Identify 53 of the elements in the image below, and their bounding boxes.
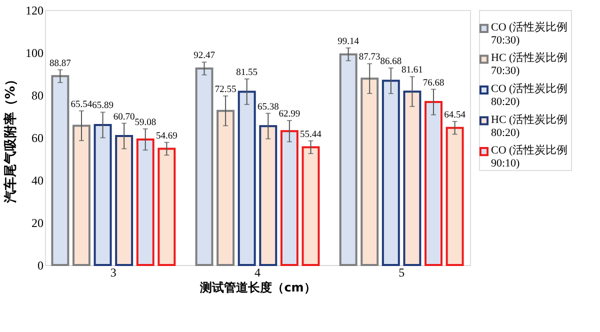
legend-label: CO (活性炭比例80:20) bbox=[491, 82, 568, 108]
legend-label: HC (活性炭比例70:30) bbox=[491, 51, 568, 78]
bar bbox=[238, 90, 256, 266]
y-tick-label: 0 bbox=[38, 258, 44, 272]
data-label: 60.70 bbox=[113, 112, 136, 122]
x-tick-label: 3 bbox=[110, 266, 116, 280]
bar bbox=[136, 138, 154, 266]
data-label: 65.54 bbox=[70, 100, 92, 110]
y-axis-title: 汽车尾气吸附率（%） bbox=[2, 72, 18, 204]
bar bbox=[339, 53, 358, 266]
y-tick-label: 80 bbox=[32, 88, 44, 102]
bar bbox=[403, 90, 422, 266]
legend-label: HC (活性炭比例80:20) bbox=[491, 112, 568, 139]
y-tick-label: 100 bbox=[26, 46, 44, 60]
data-label: 62.99 bbox=[278, 110, 300, 120]
bar bbox=[158, 148, 176, 266]
legend-label: CO (活性炭比例70:30) bbox=[491, 20, 568, 46]
data-label: 64.54 bbox=[444, 110, 466, 120]
y-tick-label: 120 bbox=[26, 4, 44, 18]
data-label: 55.44 bbox=[300, 130, 322, 140]
data-label: 59.08 bbox=[134, 118, 156, 128]
x-tick-label: 5 bbox=[398, 266, 405, 280]
data-label: 76.68 bbox=[422, 78, 444, 88]
bar bbox=[360, 78, 379, 266]
data-label: 72.55 bbox=[214, 84, 236, 95]
x-tick-label: 4 bbox=[254, 266, 260, 280]
data-label: 88.87 bbox=[50, 58, 72, 69]
bar bbox=[302, 146, 320, 266]
data-label: 99.14 bbox=[338, 36, 360, 47]
bar bbox=[382, 80, 400, 266]
bar bbox=[216, 110, 235, 266]
data-label: 54.69 bbox=[156, 131, 178, 142]
bar bbox=[446, 126, 464, 266]
bar bbox=[424, 101, 442, 266]
bar bbox=[259, 125, 278, 266]
bar bbox=[115, 135, 134, 266]
bar bbox=[72, 124, 90, 266]
data-label: 81.55 bbox=[236, 68, 258, 78]
y-tick-label: 60 bbox=[32, 131, 44, 145]
data-label: 87.73 bbox=[358, 52, 381, 63]
y-tick-label: 40 bbox=[32, 174, 44, 188]
bar bbox=[195, 68, 214, 266]
data-label: 65.38 bbox=[257, 102, 280, 112]
bar bbox=[51, 75, 70, 266]
x-axis-title: 测试管道长度（cm） bbox=[199, 280, 316, 294]
y-tick-label: 20 bbox=[32, 216, 44, 230]
data-label: 92.47 bbox=[194, 51, 216, 62]
data-label: 65.89 bbox=[92, 101, 114, 112]
data-label: 81.61 bbox=[402, 66, 424, 76]
legend-label: CO (活性炭比例90:10) bbox=[491, 144, 568, 170]
bar bbox=[280, 130, 298, 266]
bar bbox=[94, 124, 112, 266]
data-label: 86.68 bbox=[380, 57, 402, 68]
